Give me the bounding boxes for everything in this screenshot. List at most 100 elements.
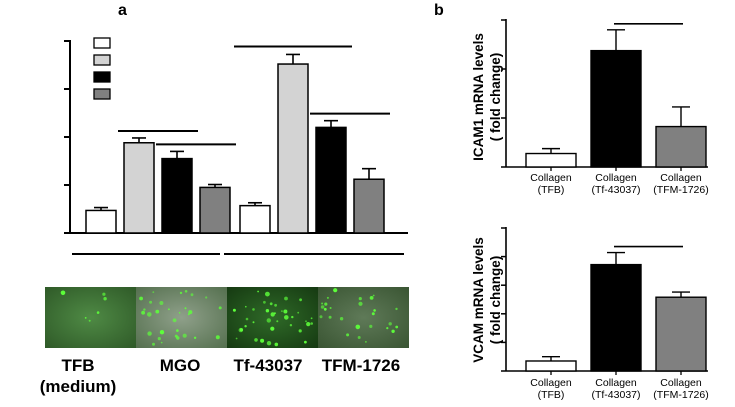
microscopy-cell-dot bbox=[60, 290, 66, 296]
chart-icam-x-tick-label-line-0: Collagen bbox=[530, 172, 572, 184]
microscopy-cell-dot bbox=[245, 317, 249, 321]
microscopy-cell-dot bbox=[372, 294, 375, 297]
microscopy-cell-dot bbox=[284, 296, 288, 301]
microscopy-cell-dot bbox=[284, 315, 289, 320]
microscopy-cell-dot bbox=[102, 292, 106, 296]
microscopy-cell-dot bbox=[299, 298, 302, 302]
microscopy-cell-dot bbox=[324, 302, 328, 306]
microscopy-cell-dot bbox=[205, 296, 208, 299]
microscopy-cell-dot bbox=[328, 315, 332, 319]
chart-vcam-bar bbox=[525, 360, 577, 372]
rfu-legend-swatch bbox=[93, 54, 111, 66]
microscopy-cell-dot bbox=[245, 305, 247, 308]
microscopy-label-2-line-0: Tf-43037 bbox=[234, 356, 303, 375]
microscopy-cell-dot bbox=[184, 307, 187, 310]
microscopy-cell-dot bbox=[239, 328, 244, 332]
microscopy-cell-dot bbox=[369, 296, 374, 300]
microscopy-cell-dot bbox=[365, 341, 367, 343]
microscopy-cell-dot bbox=[178, 312, 181, 314]
microscopy-image-0 bbox=[45, 287, 136, 348]
microscopy-cell-dot bbox=[339, 317, 344, 321]
chart-icam-bar bbox=[525, 152, 577, 168]
microscopy-cell-dot bbox=[193, 336, 197, 339]
microscopy-cell-dot bbox=[274, 342, 279, 347]
microscopy-cell-dot bbox=[160, 341, 163, 344]
microscopy-cell-dot bbox=[235, 337, 238, 340]
microscopy-cell-dot bbox=[84, 317, 87, 319]
microscopy-cell-dot bbox=[152, 291, 155, 293]
chart-icam-bar bbox=[655, 125, 707, 168]
chart-vcam-x-tick-label-line-1: (TFB) bbox=[538, 389, 565, 401]
microscopy-cell-dot bbox=[232, 308, 236, 312]
microscopy-cell-dot bbox=[157, 337, 161, 341]
microscopy-cell-dot bbox=[147, 312, 152, 317]
microscopy-cell-dot bbox=[369, 324, 373, 328]
microscopy-label-0-line-1: (medium) bbox=[40, 377, 117, 396]
microscopy-cell-dot bbox=[358, 297, 362, 301]
microscopy-cell-dot bbox=[297, 311, 300, 314]
microscopy-cell-dot bbox=[305, 320, 307, 323]
chart-icam-y-axis-label-line-1: ( fold change) bbox=[488, 53, 503, 142]
microscopy-cell-dot bbox=[176, 329, 179, 332]
microscopy-cell-dot bbox=[371, 312, 375, 316]
chart-icam-x-tick-label-line-1: (TFB) bbox=[538, 184, 565, 196]
microscopy-cell-dot bbox=[321, 302, 324, 305]
microscopy-label-1-line-0: MGO bbox=[160, 356, 201, 375]
microscopy-cell-dot bbox=[179, 291, 183, 295]
microscopy-cell-dot bbox=[139, 296, 144, 301]
microscopy-cell-dot bbox=[388, 322, 392, 326]
microscopy-cell-dot bbox=[168, 308, 170, 311]
microscopy-cell-dot bbox=[182, 333, 187, 338]
chart-vcam: VCAM mRNA levels( fold change)Collagen(T… bbox=[471, 227, 709, 401]
microscopy-label-0-line-0: TFB bbox=[61, 356, 94, 375]
chart-vcam-y-axis-label-line-1: ( fold change) bbox=[488, 256, 503, 345]
microscopy-cell-dot bbox=[244, 325, 247, 328]
chart-vcam-x-tick-label-line-0: Collagen bbox=[530, 377, 572, 389]
rfu-bar bbox=[123, 142, 155, 234]
microscopy-cell-dot bbox=[176, 336, 180, 340]
microscopy-cell-dot bbox=[270, 312, 275, 317]
microscopy-cell-dot bbox=[141, 310, 146, 315]
microscopy-cell-dot bbox=[172, 318, 177, 323]
microscopy-cell-dot bbox=[291, 315, 294, 319]
microscopy-cell-dot bbox=[395, 325, 399, 329]
chart-vcam-bar bbox=[590, 263, 642, 372]
microscopy-cell-dot bbox=[88, 319, 91, 322]
microscopy-cell-dot bbox=[188, 310, 193, 315]
chart-rfu bbox=[64, 37, 408, 255]
microscopy-cell-dot bbox=[184, 290, 188, 293]
microscopy-cell-dot bbox=[281, 310, 283, 312]
microscopy-cell-dot bbox=[190, 293, 194, 297]
microscopy-cell-dot bbox=[326, 296, 329, 299]
microscopy-cell-dot bbox=[276, 320, 279, 323]
rfu-legend-swatch bbox=[93, 37, 111, 49]
chart-vcam-x-tick-label-line-0: Collagen bbox=[595, 377, 637, 389]
panel-label-b: b bbox=[434, 2, 444, 19]
chart-icam-x-tick-label-line-1: (Tf-43037) bbox=[591, 184, 640, 196]
chart-vcam-x-tick-label-line-0: Collagen bbox=[660, 377, 702, 389]
microscopy-cell-dot bbox=[304, 340, 307, 344]
rfu-bar bbox=[161, 157, 193, 234]
microscopy-label-3-line-0: TFM-1726 bbox=[322, 356, 400, 375]
microscopy-cell-dot bbox=[391, 329, 395, 333]
microscopy-cell-dot bbox=[395, 307, 398, 311]
chart-vcam-x-tick-label-line-1: (Tf-43037) bbox=[591, 389, 640, 401]
chart-vcam-bar bbox=[655, 296, 707, 372]
microscopy-cell-dot bbox=[289, 324, 293, 327]
microscopy-cell-dot bbox=[265, 291, 270, 297]
microscopy-cell-dot bbox=[152, 342, 155, 346]
microscopy-cell-dot bbox=[373, 309, 376, 312]
microscopy-cell-dot bbox=[257, 290, 259, 293]
microscopy-cell-dot bbox=[159, 330, 165, 335]
microscopy-cell-dot bbox=[319, 315, 323, 319]
microscopy-cell-dot bbox=[323, 307, 327, 311]
chart-icam-x-tick-label-line-0: Collagen bbox=[660, 172, 702, 184]
microscopy-cell-dot bbox=[265, 309, 270, 313]
rfu-bar bbox=[315, 126, 347, 234]
chart-icam: ICAM1 mRNA levels( fold change)Collagen(… bbox=[471, 19, 709, 196]
microscopy-cell-dot bbox=[329, 307, 332, 309]
microscopy-cell-dot bbox=[355, 324, 361, 330]
microscopy-cell-dot bbox=[215, 335, 220, 340]
chart-icam-x-tick-label-line-0: Collagen bbox=[595, 172, 637, 184]
